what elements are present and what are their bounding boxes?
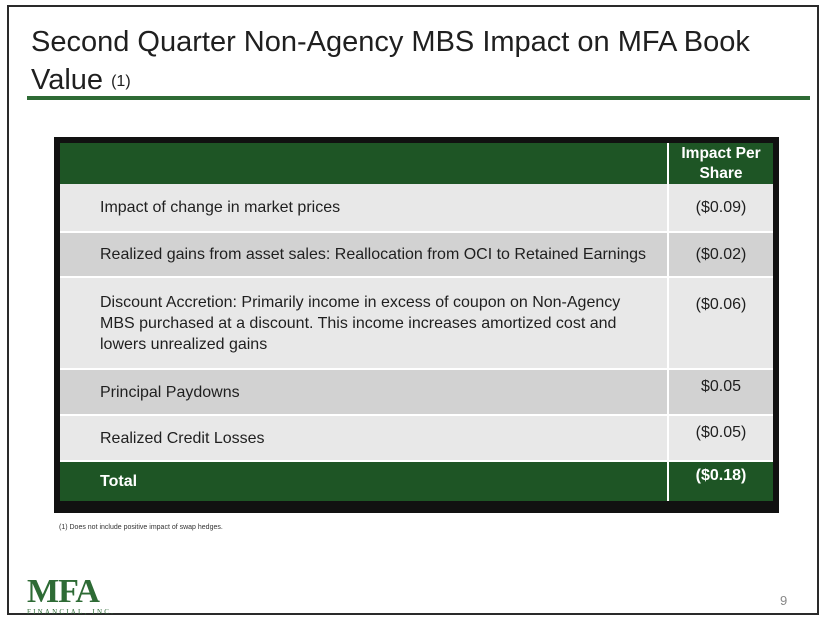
header-impact-per-share: Impact Per Share	[667, 143, 773, 184]
row-description: Impact of change in market prices	[60, 184, 667, 231]
page-number: 9	[780, 593, 788, 608]
mfa-logo: MFA FINANCIAL, INC.	[27, 573, 127, 617]
row-value: ($0.09)	[667, 184, 773, 231]
slide-title-text: Second Quarter Non-Agency MBS Impact on …	[31, 26, 750, 96]
row-description: Realized gains from asset sales: Realloc…	[60, 231, 667, 276]
row-description: Principal Paydowns	[60, 368, 667, 414]
total-label: Total	[60, 460, 667, 501]
slide: Second Quarter Non-Agency MBS Impact on …	[7, 5, 819, 617]
row-description: Discount Accretion: Primarily income in …	[60, 276, 667, 368]
slide-title: Second Quarter Non-Agency MBS Impact on …	[31, 23, 791, 99]
footnote: (1) Does not include positive impact of …	[59, 524, 223, 531]
total-value: ($0.18)	[667, 460, 773, 501]
impact-table: Impact Per Share Impact of change in mar…	[54, 137, 779, 513]
row-value: $0.05	[667, 368, 773, 414]
title-divider	[27, 96, 810, 100]
row-value: ($0.06)	[667, 276, 773, 368]
logo-subtitle: FINANCIAL, INC.	[27, 608, 116, 616]
row-description: Realized Credit Losses	[60, 414, 667, 460]
row-value: ($0.05)	[667, 414, 773, 460]
logo-mark: MFA	[27, 573, 100, 610]
title-footnote-marker: (1)	[111, 73, 131, 90]
row-value: ($0.02)	[667, 231, 773, 276]
header-description-cell	[60, 143, 667, 184]
